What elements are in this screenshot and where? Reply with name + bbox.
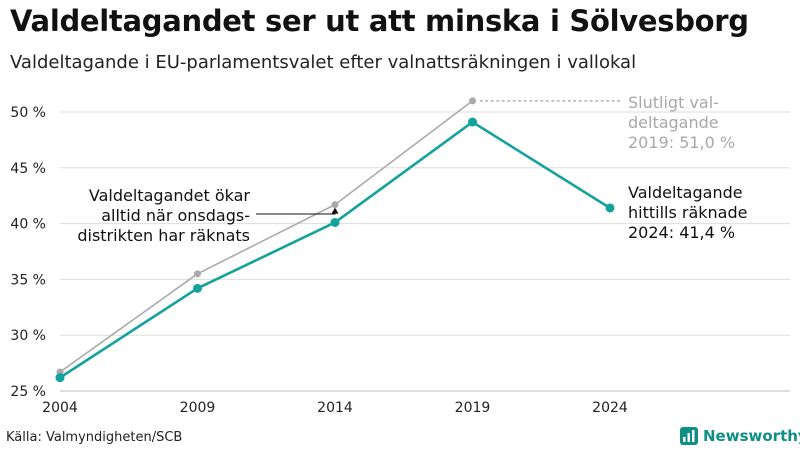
series-line-counted <box>59 120 611 379</box>
y-tick-label: 35 % <box>10 272 46 288</box>
data-point-counted <box>468 117 477 127</box>
x-tick-label: 2024 <box>592 400 628 416</box>
newsworthy-logo-icon <box>680 427 698 445</box>
line-chart: 25 % 30 % 35 % 40 % 45 % 50 % 2004 2009 2014 2019… <box>10 93 790 416</box>
data-point-final <box>469 97 476 105</box>
data-point-final <box>194 270 201 278</box>
note-arrow-head <box>331 207 339 214</box>
data-point-counted <box>330 217 340 227</box>
note-annotation: Valdeltagandet ökar <box>89 186 251 205</box>
final-value-label: deltagande <box>628 113 719 132</box>
y-tick-label: 40 % <box>10 217 46 233</box>
brand-logo: Newsworthy <box>680 427 800 445</box>
counted-value-label: Valdeltagande <box>628 183 743 202</box>
data-point-counted <box>193 283 202 293</box>
y-tick-label: 45 % <box>10 161 46 177</box>
series-line-final <box>59 100 473 373</box>
source-note: Källa: Valmyndigheten/SCB <box>6 430 183 445</box>
y-tick-label: 30 % <box>10 328 46 344</box>
brand-name: Newsworthy <box>703 427 800 445</box>
x-tick-label: 2014 <box>317 400 353 416</box>
final-value-label: Slutligt val- <box>628 93 719 112</box>
y-tick-label: 25 % <box>10 384 46 400</box>
data-point-final <box>331 201 339 209</box>
note-annotation: alltid när onsdags- <box>101 206 250 225</box>
data-point-counted <box>605 203 615 213</box>
chart-title: Valdeltagandet ser ut att minska i Sölve… <box>10 4 749 38</box>
x-tick-label: 2009 <box>180 400 216 416</box>
x-tick-label: 2019 <box>455 400 491 416</box>
counted-value-label: hittills räknade <box>628 203 747 222</box>
chart-subtitle: Valdeltagande i EU-parlamentsvalet efter… <box>10 52 637 73</box>
final-value-label: 2019: 51,0 % <box>628 133 735 152</box>
x-tick-label: 2004 <box>42 400 78 416</box>
y-tick-label: 50 % <box>10 105 46 121</box>
counted-value-label: 2024: 41,4 % <box>628 223 735 242</box>
note-annotation: distrikten har räknats <box>77 226 250 245</box>
data-point-counted <box>55 373 65 383</box>
